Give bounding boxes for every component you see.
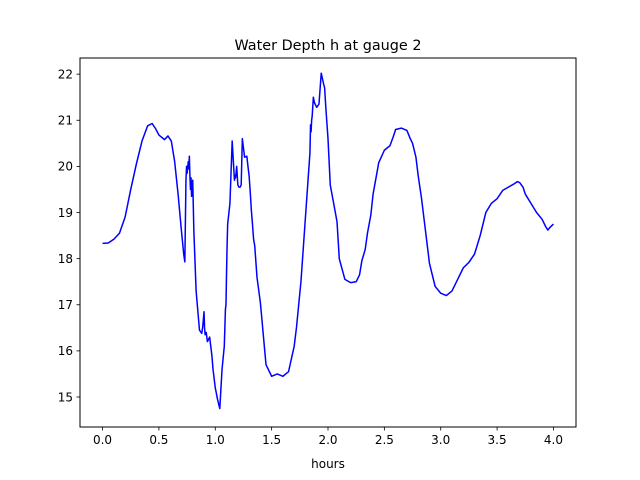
x-tick-label: 1.5 bbox=[262, 433, 281, 447]
y-tick-label: 17 bbox=[58, 298, 73, 312]
series-line-1 bbox=[102, 72, 554, 410]
y-tick-label: 19 bbox=[58, 206, 73, 220]
x-axis: 0.0 0.5 1.0 1.5 2.0 2.5 3.0 3.5 4.0 bbox=[93, 427, 563, 447]
x-tick-label: 3.0 bbox=[431, 433, 450, 447]
y-axis: 15 16 17 18 19 20 21 22 bbox=[58, 67, 80, 404]
y-tick-label: 18 bbox=[58, 252, 73, 266]
y-tick-label: 16 bbox=[58, 344, 73, 358]
x-tick-label: 2.0 bbox=[318, 433, 337, 447]
x-tick-label: 0.0 bbox=[93, 433, 112, 447]
x-axis-label: hours bbox=[311, 457, 345, 471]
x-tick-label: 3.5 bbox=[488, 433, 507, 447]
y-tick-label: 20 bbox=[58, 160, 73, 174]
y-tick-label: 15 bbox=[58, 390, 73, 404]
x-tick-label: 2.5 bbox=[375, 433, 394, 447]
x-tick-label: 4.0 bbox=[544, 433, 563, 447]
y-tick-label: 22 bbox=[58, 67, 73, 81]
chart-title: Water Depth h at gauge 2 bbox=[234, 38, 421, 54]
y-tick-label: 21 bbox=[58, 114, 73, 128]
x-tick-label: 1.0 bbox=[206, 433, 225, 447]
series-layer bbox=[102, 72, 554, 410]
x-tick-label: 0.5 bbox=[149, 433, 168, 447]
